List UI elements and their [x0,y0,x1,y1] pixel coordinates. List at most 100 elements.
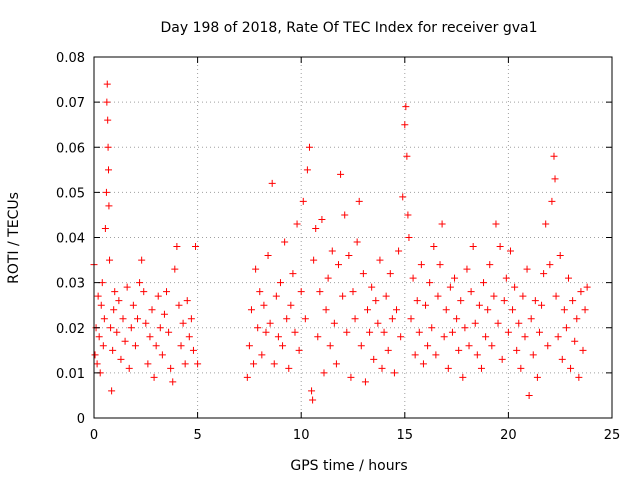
data-point [397,333,404,340]
data-point [130,302,137,309]
data-point [341,211,348,218]
data-point [470,243,477,250]
data-point [495,320,502,327]
data-point [316,288,323,295]
data-point [383,293,390,300]
data-point [269,180,276,187]
data-point [546,261,553,268]
y-tick-label: 0.08 [56,51,85,66]
data-point [420,360,427,367]
data-point [335,261,342,268]
data-point [153,342,160,349]
data-point [393,306,400,313]
data-point [333,360,340,367]
data-point [337,171,344,178]
data-point [434,293,441,300]
data-point [521,333,528,340]
y-tick-label: 0.03 [56,277,85,292]
data-point [451,275,458,282]
data-point [302,315,309,322]
data-point [422,302,429,309]
data-point [163,288,170,295]
x-tick-labels: 0 5 10 15 20 25 [90,428,620,443]
data-point [426,279,433,286]
data-point [113,329,120,336]
data-point [157,324,164,331]
data-point [115,297,122,304]
data-point [428,324,435,331]
data-point [532,297,539,304]
data-point [171,266,178,273]
data-point [553,293,560,300]
data-point [117,356,124,363]
data-point [488,342,495,349]
data-point [563,324,570,331]
data-point [256,288,263,295]
y-tick-label: 0.02 [56,322,85,337]
x-tick-label: 15 [397,428,414,443]
data-point [194,360,201,367]
data-point [138,257,145,264]
data-point [161,311,168,318]
data-point [370,356,377,363]
data-point [192,243,199,250]
data-point [530,351,537,358]
data-point [515,320,522,327]
data-point [459,374,466,381]
y-axis-label: ROTI / TECUs [6,192,22,284]
y-tick-label: 0 [77,412,85,427]
data-point [106,257,113,264]
data-point [548,198,555,205]
data-point [273,293,280,300]
data-point [584,284,591,291]
data-point [358,342,365,349]
data-point [364,306,371,313]
data-point [281,239,288,246]
data-point [350,288,357,295]
data-point [173,243,180,250]
data-point [497,243,504,250]
data-point [524,266,531,273]
data-point [132,342,139,349]
data-point [447,284,454,291]
data-point [528,315,535,322]
data-point [571,338,578,345]
data-point [542,220,549,227]
data-point [538,302,545,309]
data-point [104,117,111,124]
data-point [405,234,412,241]
data-point [565,275,572,282]
data-point [186,333,193,340]
data-point [309,396,316,403]
data-point [517,365,524,372]
data-point [536,329,543,336]
data-point [287,302,294,309]
x-tick-label: 25 [604,428,621,443]
data-point [184,297,191,304]
data-point [92,351,99,358]
data-point [103,99,110,106]
data-point [105,144,112,151]
data-point [178,342,185,349]
data-point [461,324,468,331]
data-point [102,225,109,232]
data-point [339,293,346,300]
data-point [401,121,408,128]
data-point [100,342,107,349]
data-point [252,266,259,273]
data-point [120,315,127,322]
data-point [368,284,375,291]
data-point [376,257,383,264]
data-point [298,288,305,295]
data-point [190,347,197,354]
data-point [472,320,479,327]
data-point [577,288,584,295]
data-point [105,202,112,209]
data-point [374,320,381,327]
data-point [122,338,129,345]
data-point [291,329,298,336]
y-tick-label: 0.07 [56,96,85,111]
data-point [474,351,481,358]
data-point [387,270,394,277]
data-point [463,266,470,273]
